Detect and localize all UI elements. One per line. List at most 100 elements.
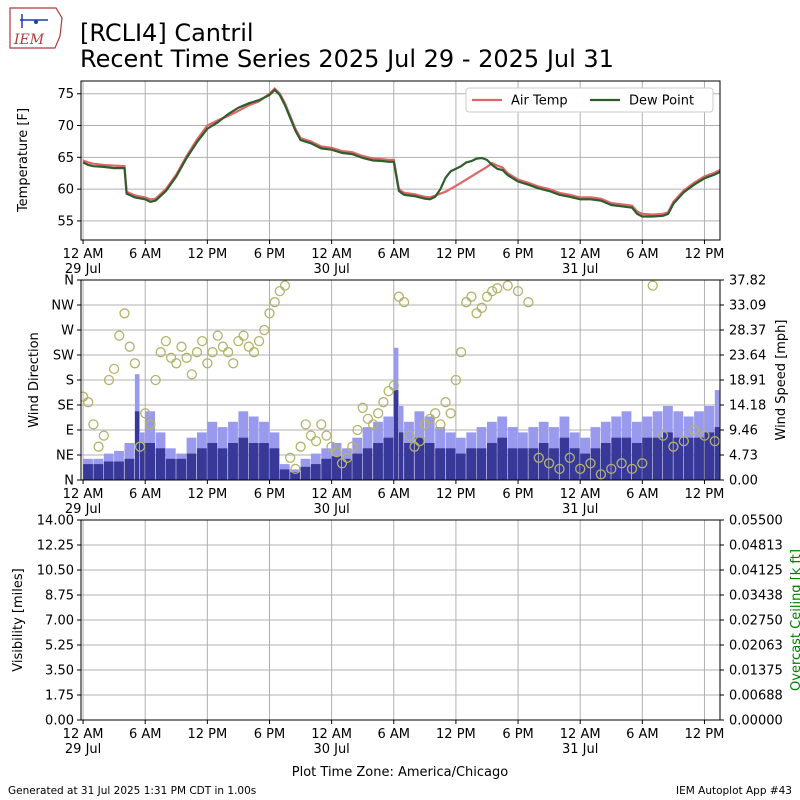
wind-direction-point: [264, 308, 275, 319]
wind-speed-bar: [455, 453, 466, 480]
wind-direction-point: [150, 374, 161, 386]
wind-speed-bar: [611, 437, 622, 480]
wind-direction-point: [678, 435, 689, 447]
wind-direction-point: [637, 458, 648, 469]
wind-speed-bar: [93, 464, 104, 480]
wind-speed-bar: [383, 437, 394, 480]
wind-speed-bar: [176, 458, 187, 480]
wind-speed-bar: [279, 469, 290, 480]
wind-speed-bar: [145, 443, 155, 480]
wind-direction-point: [316, 419, 327, 430]
visibility-xtick-label: 12 PM: [685, 727, 725, 742]
ceiling-y-ticks: 0.00000 0.00688 0.01375 0.02063 0.02750 0.034…: [720, 514, 783, 729]
wind-direction-point: [248, 347, 260, 358]
wind-direction-point: [155, 347, 166, 358]
temperature-xtick-label: 12 PM: [685, 247, 725, 262]
wind-direction-point: [502, 280, 513, 291]
wind-direction-point: [108, 363, 120, 375]
temperature-y-label: Temperature [F]: [16, 108, 31, 213]
temperature-xtick-label: 6 AM: [378, 247, 411, 262]
timezone-label: Plot Time Zone: America/Chicago: [292, 765, 508, 780]
temperature-frame: [80, 80, 721, 241]
wind-xtick-label: 12 AM: [63, 487, 104, 502]
wind-direction-point: [512, 285, 524, 297]
wind-speed-ticks: 0.00 4.73 9.46 14.18 18.91 23.64 28.37 33.09 37.…: [720, 274, 766, 489]
ceiling-ytick-label: 0.05500: [729, 514, 783, 529]
wind-speed-bar: [673, 437, 684, 480]
visibility-x-ticks: 12 AM 6 AM 12 PM 6 PM 12 AM 6 AM 12 PM 6 PM 12 A…: [63, 720, 725, 757]
title-line-1: [RCLI4] Cantril: [80, 19, 254, 47]
temperature-xtick-label: 12 PM: [187, 247, 227, 262]
wind-direction-point: [455, 347, 467, 358]
wind-xtick-label: 6 PM: [502, 487, 533, 502]
wind-speed-bar: [714, 427, 720, 480]
wind-speed-bars: [83, 390, 720, 480]
temperature-xtick-label: 12 AM: [63, 247, 104, 262]
wind-speed-bar: [487, 443, 497, 480]
legend-air-temp-label: Air Temp: [511, 94, 568, 109]
wind-direction-point: [321, 430, 332, 441]
wind-direction-point: [657, 430, 669, 441]
wind-direction-point: [165, 352, 177, 363]
wind-speed-bar: [632, 443, 642, 480]
wind-speed-bar: [140, 443, 145, 480]
wind-direction-point: [342, 452, 353, 463]
wind-speed-bar: [414, 437, 425, 480]
wind-speed-bar: [497, 437, 508, 480]
wind-direction-point: [181, 352, 192, 363]
wind-direction-point: [336, 458, 348, 469]
wind-direction-point: [362, 413, 374, 425]
visibility-ytick-label: 0.00: [45, 714, 74, 729]
title-line-2: Recent Time Series 2025 Jul 29 - 2025 Ju…: [80, 45, 614, 73]
wind-direction-point: [564, 452, 575, 463]
wind-direction-point: [81, 391, 89, 402]
wind-direction-point: [197, 335, 208, 347]
visibility-y-label: Visibility [miles]: [11, 568, 26, 671]
legend-dew-point-label: Dew Point: [629, 94, 694, 109]
wind-direction-point: [543, 458, 555, 469]
wind-speed-bar: [694, 437, 704, 480]
wind-direction-point: [492, 283, 503, 294]
wind-speed-tick-label: 23.64: [729, 349, 766, 364]
wind-direction-point: [171, 358, 182, 369]
wind-speed-bar: [103, 461, 114, 480]
wind-direction-point: [585, 458, 596, 469]
wind-direction-point: [367, 419, 379, 430]
wind-speed-bar: [518, 448, 528, 480]
visibility-day-label: 30 Jul: [313, 742, 349, 757]
visibility-ytick-label: 7.00: [45, 614, 74, 629]
wind-speed-tick-label: 33.09: [729, 299, 766, 314]
wind-direction-point: [83, 397, 94, 408]
wind-direction-point: [274, 285, 285, 297]
wind-direction-point: [129, 358, 141, 369]
visibility-ytick-label: 1.75: [45, 689, 74, 704]
wind-speed-tick-label: 14.18: [729, 399, 766, 414]
temperature-xtick-label: 6 AM: [626, 247, 659, 262]
ceiling-ytick-label: 0.02063: [729, 639, 783, 654]
wind-direction-point: [398, 297, 410, 308]
wind-speed-bar: [580, 453, 590, 480]
dew-point-line: [82, 88, 720, 218]
wind-speed-bar: [652, 437, 663, 480]
visibility-day-label: 29 Jul: [65, 742, 101, 757]
wind-direction-point: [378, 397, 389, 408]
wind-xtick-label: 12 PM: [187, 487, 227, 502]
wind-direction-point: [326, 441, 337, 452]
wind-speed-bar: [186, 453, 197, 480]
wind-direction-point: [414, 435, 425, 447]
wind-direction-point: [93, 441, 104, 452]
wind-speed-bar: [466, 448, 477, 480]
temperature-y-ticks: 55 60 65 70 75: [57, 87, 81, 229]
wind-direction-point: [207, 347, 218, 358]
temperature-day-label: 29 Jul: [65, 262, 101, 277]
visibility-xtick-label: 12 PM: [436, 727, 476, 742]
visibility-xtick-label: 6 AM: [378, 727, 411, 742]
wind-direction-point: [430, 408, 441, 419]
visibility-ytick-label: 3.50: [45, 664, 74, 679]
wind-day-label: 30 Jul: [313, 502, 349, 517]
wind-speed-bar: [321, 458, 332, 480]
wind-direction-point: [575, 463, 586, 475]
wind-speed-bar: [600, 443, 611, 480]
wind-direction-point: [709, 435, 720, 447]
wind-speed-bar: [124, 458, 135, 480]
